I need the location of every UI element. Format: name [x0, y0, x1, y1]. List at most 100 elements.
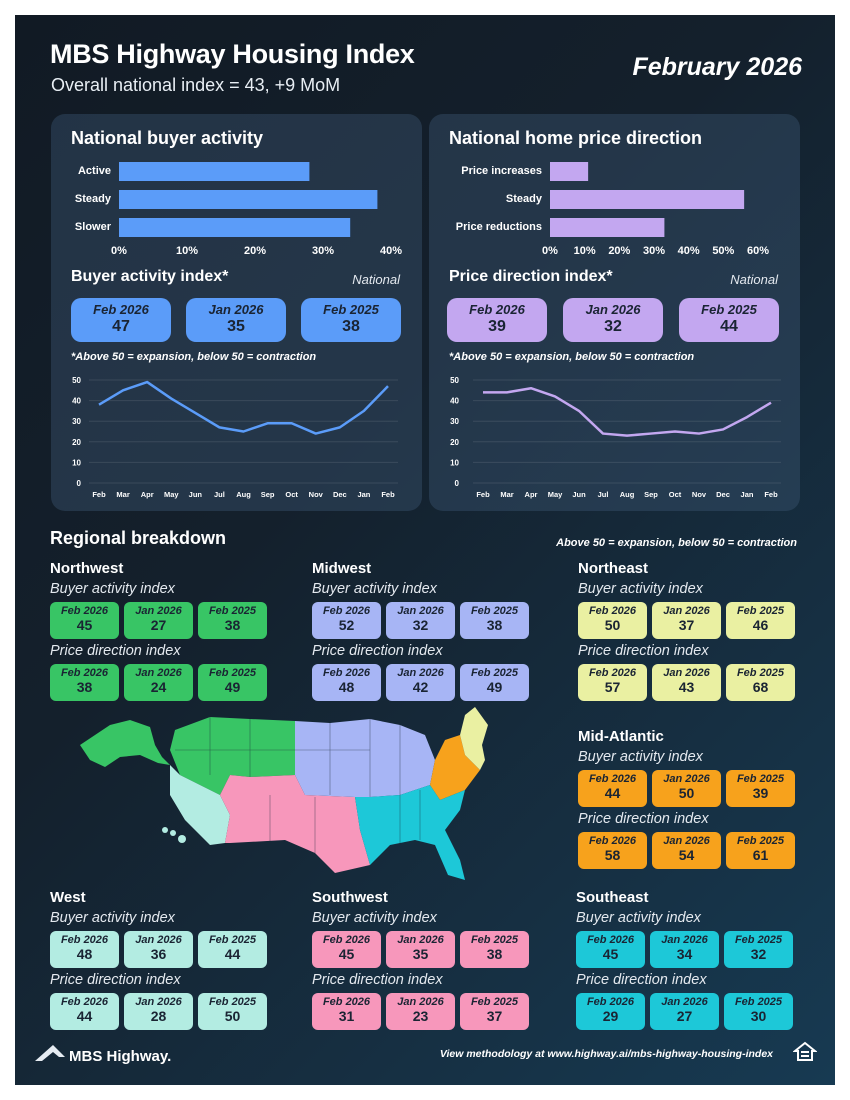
region-card-value: 58 — [604, 847, 621, 863]
region-card: Feb 2026 45 — [312, 931, 381, 968]
bar-category-label: Slower — [75, 221, 112, 233]
region-card: Feb 2025 37 — [460, 993, 529, 1030]
buyer-index-label: Buyer activity index — [312, 581, 437, 597]
region-card-value: 27 — [150, 617, 167, 633]
buyer-index-row: Feb 2026 45 Jan 2026 35 Feb 2025 38 — [312, 931, 552, 968]
logo-text: MBS Highway. — [69, 1048, 171, 1065]
region-card-label: Feb 2025 — [736, 835, 785, 847]
x-tick-label: 30% — [312, 245, 334, 257]
region-card: Feb 2025 30 — [724, 993, 793, 1030]
region-card-label: Feb 2025 — [470, 667, 519, 679]
mbs-highway-logo: MBS Highway. — [35, 1045, 171, 1065]
region-card: Feb 2025 50 — [198, 993, 267, 1030]
region-card-value: 49 — [224, 679, 241, 695]
regional-note: Above 50 = expansion, below 50 = contrac… — [556, 537, 797, 549]
region-card-value: 38 — [486, 946, 503, 962]
region-card: Feb 2025 44 — [198, 931, 267, 968]
card-label: Feb 2026 — [93, 302, 149, 317]
x-tick-label: Jan — [741, 490, 754, 499]
y-tick-label: 40 — [450, 397, 459, 406]
y-tick-label: 30 — [72, 417, 81, 426]
region-card-label: Jan 2026 — [661, 996, 708, 1008]
x-tick-label: 0% — [111, 245, 127, 257]
buyer-index-row: Feb 2026 45 Jan 2026 27 Feb 2025 38 — [50, 602, 290, 639]
region-mid-atlantic: Mid-Atlantic Buyer activity index Feb 2026… — [578, 728, 818, 873]
state-borders — [175, 717, 421, 853]
region-card-label: Feb 2026 — [322, 996, 371, 1008]
page-subtitle: Overall national index = 43, +9 MoM — [51, 75, 341, 95]
card-value: 39 — [488, 318, 506, 335]
price-index-label: Price direction index — [312, 972, 443, 988]
hawaii-island — [162, 827, 168, 833]
region-card: Feb 2026 52 — [312, 602, 381, 639]
card-value: 38 — [342, 318, 360, 335]
buyer-index-label: Buyer activity index — [576, 910, 701, 926]
bar — [119, 162, 310, 181]
region-card-label: Feb 2026 — [588, 835, 637, 847]
region-card: Feb 2026 57 — [578, 664, 647, 701]
buyer-index-label: Buyer activity index — [578, 581, 703, 597]
region-card: Jan 2026 23 — [386, 993, 455, 1030]
region-card-value: 38 — [486, 617, 503, 633]
northwest-region — [170, 717, 295, 795]
x-tick-label: Jun — [189, 490, 203, 499]
bar-category-label: Active — [78, 165, 111, 177]
region-card-label: Jan 2026 — [397, 667, 444, 679]
price-index-row: Feb 2026 44 Jan 2026 28 Feb 2025 50 — [50, 993, 290, 1030]
price-index-row: Feb 2026 38 Jan 2026 24 Feb 2025 49 — [50, 664, 290, 701]
region-card-value: 48 — [338, 679, 355, 695]
price-index-row: Feb 2026 57 Jan 2026 43 Feb 2025 68 — [578, 664, 818, 701]
index-card: Feb 2026 39 — [447, 298, 547, 342]
bar-category-label: Price increases — [461, 165, 542, 177]
region-west: West Buyer activity index Feb 2026 48 Jan 20… — [50, 889, 290, 1034]
card-label: Feb 2025 — [701, 302, 757, 317]
x-tick-label: 60% — [747, 245, 769, 257]
card-label: Feb 2026 — [469, 302, 525, 317]
logo-mark-icon — [35, 1045, 65, 1061]
west-region — [170, 765, 230, 845]
methodology-link[interactable]: View methodology at www.highway.ai/mbs-h… — [439, 1048, 773, 1060]
region-card: Jan 2026 37 — [652, 602, 721, 639]
region-card: Jan 2026 42 — [386, 664, 455, 701]
region-card: Feb 2026 58 — [578, 832, 647, 869]
region-card: Jan 2026 43 — [652, 664, 721, 701]
region-card-label: Feb 2025 — [734, 996, 783, 1008]
x-tick-label: 20% — [244, 245, 266, 257]
card-value: 47 — [112, 318, 130, 335]
region-northwest: Northwest Buyer activity index Feb 2026 45 J… — [50, 560, 290, 705]
region-card-value: 37 — [678, 617, 695, 633]
price-direction-line-chart: 0 10 20 30 40 50 Feb Mar Apr May Jun Jul Aug Sep Oct No… — [450, 376, 781, 499]
region-card-label: Jan 2026 — [135, 667, 182, 679]
index-title: Price direction index* — [449, 268, 613, 285]
region-card-value: 57 — [604, 679, 621, 695]
price-index-label: Price direction index — [578, 643, 709, 659]
x-tick-label: 10% — [176, 245, 198, 257]
region-card-label: Feb 2025 — [470, 934, 519, 946]
index-card: Feb 2025 38 — [301, 298, 401, 342]
region-card: Jan 2026 24 — [124, 664, 193, 701]
region-card-value: 46 — [752, 617, 769, 633]
region-card-label: Jan 2026 — [135, 996, 182, 1008]
region-card-label: Feb 2026 — [322, 934, 371, 946]
region-card-value: 32 — [750, 946, 767, 962]
index-title: Buyer activity index* — [71, 268, 229, 285]
bar-category-label: Price reductions — [456, 221, 542, 233]
region-card-value: 68 — [752, 679, 769, 695]
region-card: Feb 2026 45 — [576, 931, 645, 968]
y-tick-label: 0 — [455, 479, 460, 488]
region-card-value: 45 — [602, 946, 619, 962]
region-card: Feb 2025 38 — [198, 602, 267, 639]
x-tick-label: Oct — [285, 490, 298, 499]
region-card: Feb 2025 49 — [198, 664, 267, 701]
y-tick-label: 30 — [450, 417, 459, 426]
region-card: Feb 2026 44 — [578, 770, 647, 807]
card-label: Jan 2026 — [585, 302, 641, 317]
buyer-activity-panel: National buyer activity Active Steady Slow… — [51, 114, 422, 511]
region-southeast: Southeast Buyer activity index Feb 2026 45 J… — [576, 889, 816, 1034]
price-index-label: Price direction index — [312, 643, 443, 659]
region-card-label: Feb 2025 — [208, 667, 257, 679]
panel-title: National buyer activity — [71, 128, 264, 148]
y-tick-label: 10 — [72, 458, 81, 467]
series-line — [483, 386, 772, 437]
